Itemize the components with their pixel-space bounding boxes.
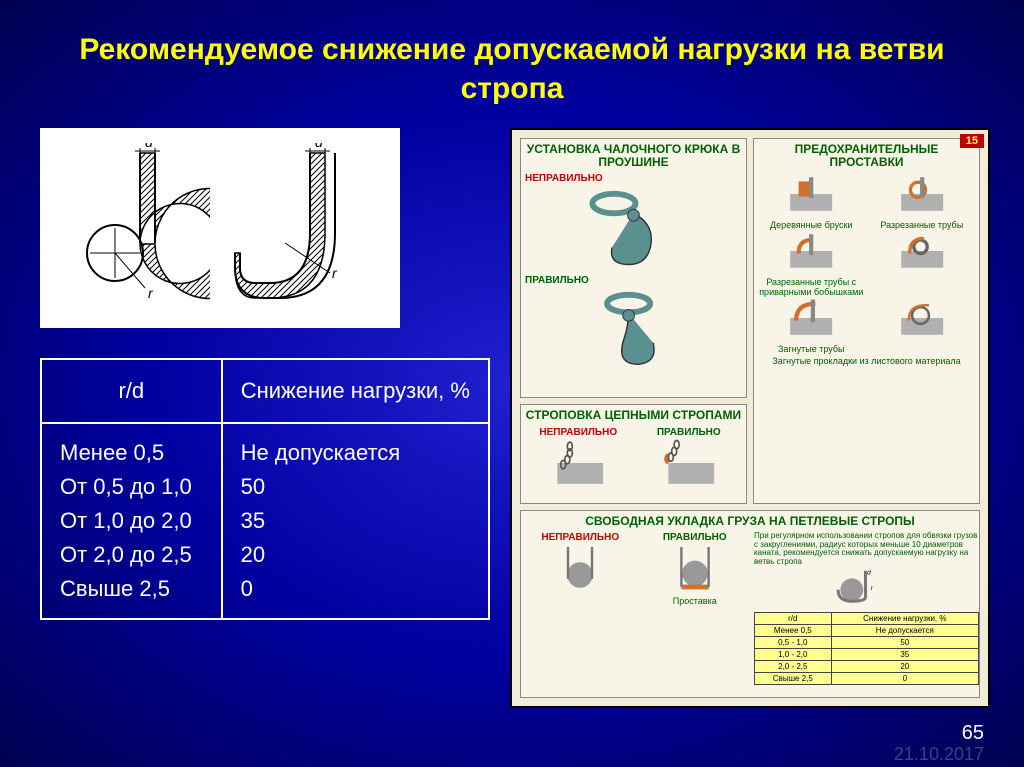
technical-diagram: d r d r xyxy=(40,128,400,328)
safety-poster: 15 УСТАНОВКА ЧАЛОЧНОГО КРЮКА В ПРОУШИНЕ … xyxy=(510,128,990,708)
page-date: 21.10.2017 xyxy=(894,744,984,765)
table-cell-val: Не допускается 50 35 20 0 xyxy=(222,423,489,619)
diagram-label-d2: d xyxy=(315,143,324,150)
poster-label-right: ПРАВИЛЬНО xyxy=(525,275,742,286)
poster-section-chain: СТРОПОВКА ЦЕПНЫМИ СТРОПАМИ НЕПРАВИЛЬНО П… xyxy=(520,404,747,503)
poster-label-right: ПРАВИЛЬНО xyxy=(640,532,751,543)
poster-inner-table: r/dСнижение нагрузки, % Менее 0,5Не допу… xyxy=(754,612,979,685)
right-column: 15 УСТАНОВКА ЧАЛОЧНОГО КРЮКА В ПРОУШИНЕ … xyxy=(510,128,990,708)
poster-freelay-title: СВОБОДНАЯ УКЛАДКА ГРУЗА НА ПЕТЛЕВЫЕ СТРО… xyxy=(525,515,975,528)
poster-label-wrong: НЕПРАВИЛЬНО xyxy=(525,173,742,184)
poster-hook-title: УСТАНОВКА ЧАЛОЧНОГО КРЮКА В ПРОУШИНЕ xyxy=(525,143,742,169)
svg-text:r: r xyxy=(870,585,873,592)
poster-note: При регулярном использовании стропов для… xyxy=(754,532,979,567)
poster-section-hook: УСТАНОВКА ЧАЛОЧНОГО КРЮКА В ПРОУШИНЕ НЕП… xyxy=(520,138,747,398)
poster-chain-title: СТРОПОВКА ЦЕПНЫМИ СТРОПАМИ xyxy=(525,409,742,422)
slide-title: Рекомендуемое снижение допускаемой нагру… xyxy=(0,0,1024,128)
left-column: d r d r r/d Снижение нагрузки, % xyxy=(40,128,490,708)
svg-text:d: d xyxy=(867,570,871,577)
poster-caption: Разрезанные трубы с приварными бобышками xyxy=(758,277,865,297)
table-cell-rd: Менее 0,5 От 0,5 до 1,0 От 1,0 до 2,0 От… xyxy=(41,423,222,619)
page-number: 65 xyxy=(962,722,984,745)
diagram-label-d: d xyxy=(145,143,154,150)
poster-section-spacers: ПРЕДОХРАНИТЕЛЬНЫЕ ПРОСТАВКИ Деревянные б… xyxy=(753,138,980,504)
poster-caption: Загнутые трубы xyxy=(758,344,865,354)
poster-label-wrong: НЕПРАВИЛЬНО xyxy=(525,532,636,543)
table-header-reduction: Снижение нагрузки, % xyxy=(222,359,489,423)
poster-section-free-lay: СВОБОДНАЯ УКЛАДКА ГРУЗА НА ПЕТЛЕВЫЕ СТРО… xyxy=(520,510,980,698)
table-header-rd: r/d xyxy=(41,359,222,423)
diagram-label-r: r xyxy=(148,285,154,301)
poster-caption: Деревянные бруски xyxy=(758,220,865,230)
poster-caption: Проставка xyxy=(640,596,751,606)
poster-label-wrong: НЕПРАВИЛЬНО xyxy=(525,427,632,438)
poster-label-right: ПРАВИЛЬНО xyxy=(636,427,743,438)
poster-number-badge: 15 xyxy=(960,134,984,148)
content-area: d r d r r/d Снижение нагрузки, % xyxy=(0,128,1024,708)
poster-spacers-title: ПРЕДОХРАНИТЕЛЬНЫЕ ПРОСТАВКИ xyxy=(758,143,975,169)
poster-caption: Разрезанные трубы xyxy=(869,220,976,230)
diagram-label-r2: r xyxy=(332,265,338,281)
load-reduction-table: r/d Снижение нагрузки, % Менее 0,5 От 0,… xyxy=(40,358,490,620)
poster-caption: Загнутые прокладки из листового материал… xyxy=(758,356,975,366)
